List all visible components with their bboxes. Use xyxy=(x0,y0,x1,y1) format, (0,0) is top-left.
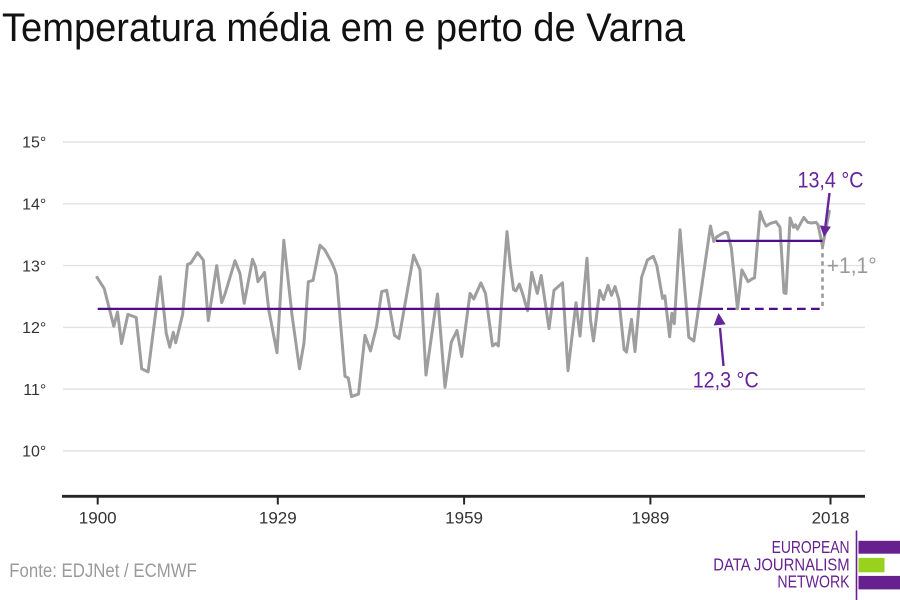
svg-text:DATA JOURNALISM: DATA JOURNALISM xyxy=(713,555,849,575)
svg-text:13,4 °C: 13,4 °C xyxy=(798,168,864,193)
svg-text:NETWORK: NETWORK xyxy=(777,571,849,591)
svg-text:1929: 1929 xyxy=(259,509,297,528)
svg-text:15°: 15° xyxy=(22,135,46,152)
svg-text:+1,1°: +1,1° xyxy=(827,253,877,278)
svg-text:14°: 14° xyxy=(22,197,46,214)
svg-text:Temperatura média em e perto d: Temperatura média em e perto de Varna xyxy=(2,6,686,50)
svg-text:1989: 1989 xyxy=(631,509,669,528)
svg-text:11°: 11° xyxy=(23,382,46,399)
svg-text:12°: 12° xyxy=(22,320,46,337)
svg-text:Fonte: EDJNet / ECMWF: Fonte: EDJNet / ECMWF xyxy=(9,561,197,582)
svg-text:10°: 10° xyxy=(22,444,46,461)
svg-text:2018: 2018 xyxy=(812,509,850,528)
svg-text:13°: 13° xyxy=(22,258,46,275)
svg-text:EUROPEAN: EUROPEAN xyxy=(772,537,850,557)
svg-text:12,3 °C: 12,3 °C xyxy=(693,368,759,393)
svg-text:1900: 1900 xyxy=(79,509,117,528)
svg-text:1959: 1959 xyxy=(445,509,483,528)
